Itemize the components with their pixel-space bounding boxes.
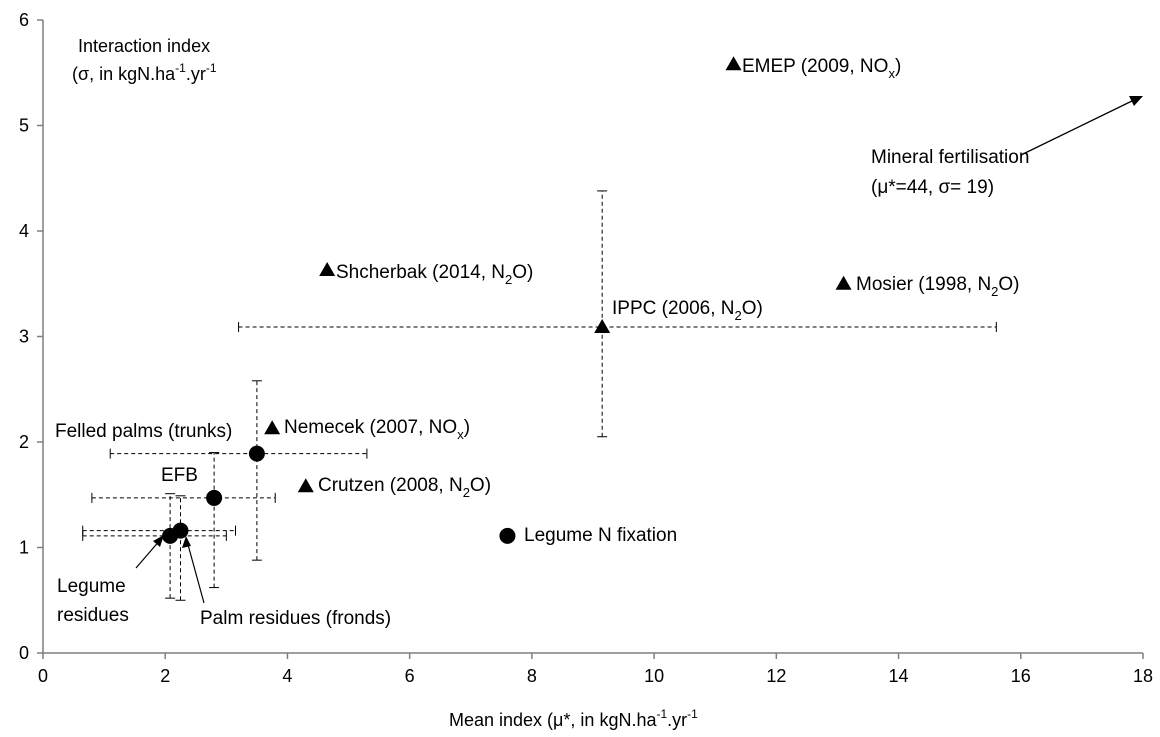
label-legume-n-fixation: Legume N fixation — [524, 525, 677, 546]
circle-marker — [499, 527, 516, 544]
circle-marker — [162, 527, 179, 544]
x-tick-label: 4 — [282, 666, 292, 686]
palm-residues-pointer — [186, 540, 205, 604]
label-crutzen: Crutzen (2008, N2O) — [318, 475, 491, 500]
palm-residues-arrowhead — [182, 536, 191, 548]
y-tick-label: 5 — [19, 116, 29, 136]
error-bars — [82, 190, 997, 601]
y-axis-title-line1: Interaction index — [78, 36, 210, 56]
x-tick-label: 0 — [38, 666, 48, 686]
data-markers — [162, 56, 852, 544]
y-tick-label: 2 — [19, 432, 29, 452]
triangle-marker — [264, 420, 281, 435]
label-mosier: Mosier (1998, N2O) — [856, 274, 1020, 299]
y-axis-title-line2: (σ, in kgN.ha-1.yr-1 — [72, 61, 217, 84]
mineral-fertilisation-line1: Mineral fertilisation — [871, 147, 1029, 168]
y-tick-label: 0 — [19, 643, 29, 663]
x-axis-title: Mean index (μ*, in kgN.ha-1.yr-1 — [449, 707, 698, 730]
circle-marker — [206, 489, 223, 506]
x-tick-label: 10 — [644, 666, 664, 686]
x-tick-label: 14 — [889, 666, 909, 686]
x-tick-label: 6 — [405, 666, 415, 686]
triangle-marker — [594, 319, 611, 334]
x-tick-label: 16 — [1011, 666, 1031, 686]
mineral-fertilisation-arrow — [1020, 99, 1135, 156]
y-tick-label: 6 — [19, 10, 29, 30]
y-tick-label: 3 — [19, 327, 29, 347]
label-nemecek: Nemecek (2007, NOx) — [284, 417, 470, 442]
mineral-fertilisation-line2: (μ*=44, σ= 19) — [871, 177, 994, 198]
label-legume-residues-1: Legume — [57, 576, 126, 597]
triangle-marker — [725, 56, 742, 71]
x-tick-label: 12 — [766, 666, 786, 686]
y-tick-label: 4 — [19, 221, 29, 241]
label-shcherbak: Shcherbak (2014, N2O) — [336, 262, 533, 287]
triangle-marker — [297, 478, 314, 493]
triangle-marker — [319, 262, 336, 277]
label-palm-residues: Palm residues (fronds) — [200, 608, 391, 629]
triangle-marker — [835, 275, 852, 290]
label-ippc: IPPC (2006, N2O) — [612, 298, 763, 323]
x-tick-label: 18 — [1133, 666, 1153, 686]
circle-marker — [248, 445, 265, 462]
x-tick-label: 8 — [527, 666, 537, 686]
legume-residues-arrowhead — [153, 535, 164, 547]
y-tick-label: 1 — [19, 538, 29, 558]
mineral-fertilisation-arrowhead — [1129, 96, 1143, 106]
label-legume-residues-2: residues — [57, 605, 129, 626]
x-tick-label: 2 — [160, 666, 170, 686]
label-efb: EFB — [161, 465, 198, 486]
label-emep: EMEP (2009, NOx) — [742, 56, 901, 81]
label-felled-palms: Felled palms (trunks) — [55, 421, 232, 442]
